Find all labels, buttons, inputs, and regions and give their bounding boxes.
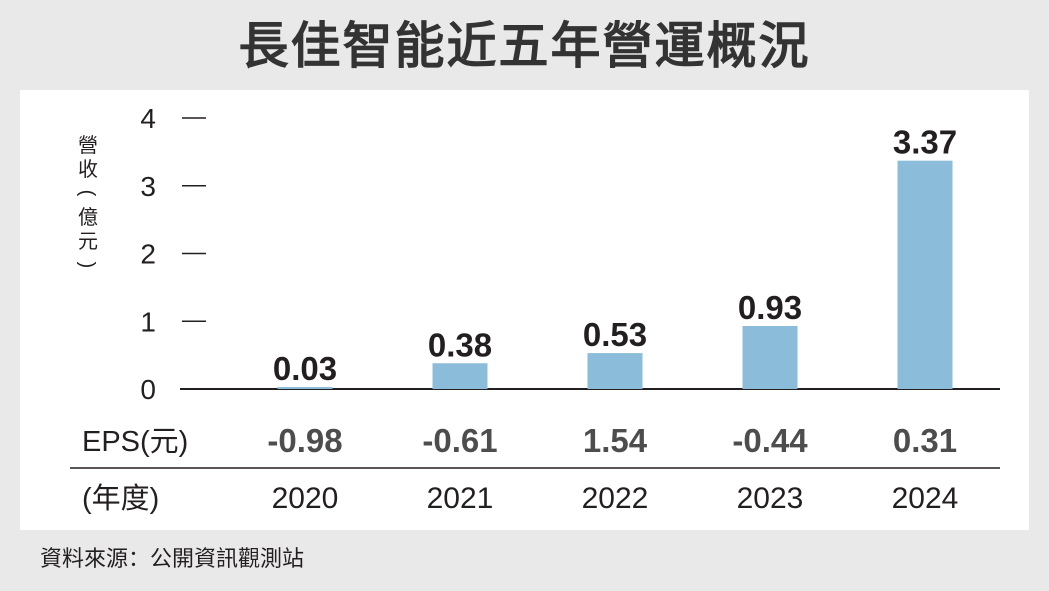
data-source-note: 資料來源：公開資訊觀測站 [40, 547, 305, 572]
eps-value: 1.54 [583, 422, 648, 459]
y-tick-label: 3 [140, 171, 156, 202]
bar-value-label: 0.53 [583, 316, 647, 353]
y-axis-label: 營收 ( 億元) [76, 134, 98, 268]
eps-row-label: EPS(元) [82, 426, 188, 458]
year-row-label: (年度) [82, 482, 159, 515]
eps-value: -0.44 [732, 422, 808, 459]
bar-value-label: 0.38 [428, 326, 492, 363]
y-axis-label-char: 營 [78, 134, 98, 157]
year-label: 2022 [582, 482, 649, 515]
y-axis-ticks: 0 1 2 3 4 [140, 103, 206, 405]
eps-row: -0.98 -0.61 1.54 -0.44 0.31 [267, 422, 957, 459]
bar [742, 325, 798, 389]
bar-value-label: 0.03 [273, 350, 337, 387]
revenue-bar-chart: 0 1 2 3 4 0.03 0.38 0.53 0.93 3.37 營收 ( 億元) EPS(元)… [70, 103, 1000, 515]
chart-title: 長佳智能近五年營運概況 [238, 17, 811, 75]
y-axis-label-char: ) [76, 262, 98, 269]
y-axis-label-char: 收 [78, 158, 98, 181]
year-label: 2024 [892, 482, 959, 515]
chart-panel: 0 1 2 3 4 0.03 0.38 0.53 0.93 3.37 營收 ( 億元) EPS(元)… [20, 90, 1029, 530]
bar-value-label: 0.93 [738, 289, 802, 326]
y-tick-label: 1 [140, 306, 156, 337]
y-axis-label-char: ( [76, 190, 98, 197]
eps-value: -0.61 [422, 422, 497, 459]
bar-value-label: 3.37 [893, 124, 957, 161]
y-tick-label: 2 [140, 239, 156, 270]
year-row: 2020 2021 2022 2023 2024 [272, 482, 959, 515]
year-label: 2023 [737, 482, 804, 515]
bars [277, 160, 953, 389]
bar-value-labels: 0.03 0.38 0.53 0.93 3.37 [273, 124, 957, 387]
y-axis-label-char: 元 [78, 231, 98, 253]
eps-value: -0.98 [267, 422, 342, 459]
year-label: 2020 [272, 482, 339, 515]
bar [432, 363, 488, 389]
bar [897, 160, 953, 389]
y-tick-label: 0 [140, 374, 156, 405]
eps-value: 0.31 [893, 422, 957, 459]
bar [587, 353, 643, 389]
year-label: 2021 [427, 482, 494, 515]
y-axis-label-char: 億 [78, 206, 98, 229]
y-tick-label: 4 [140, 103, 156, 134]
bar [277, 386, 333, 389]
